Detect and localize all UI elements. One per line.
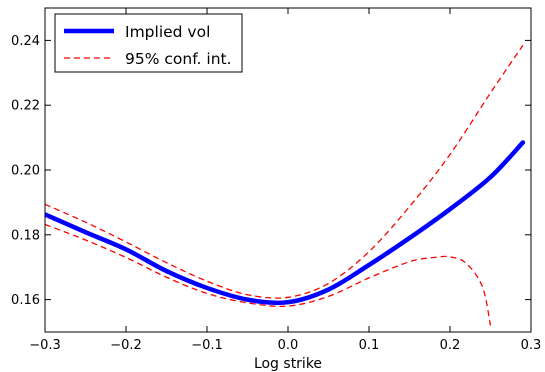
axis-ticks: −0.3 −0.2 −0.1 0.0 0.1 0.2 0.3 0.16 0.18 0.20 0.22… [11, 8, 541, 353]
series-line-conf-upper [45, 44, 524, 299]
y-tick-label: 0.18 [11, 228, 40, 243]
y-tick-label: 0.20 [11, 164, 40, 179]
y-tick-label: 0.24 [11, 34, 40, 49]
x-tick-label: 0.0 [278, 338, 299, 353]
x-axis-title: Log strike [254, 356, 322, 372]
x-tick-label: −0.2 [110, 338, 142, 353]
series-line-conf-lower [45, 223, 492, 326]
legend-label-conf-int: 95% conf. int. [125, 50, 232, 68]
x-tick-label: 0.2 [440, 338, 461, 353]
x-tick-label: 0.3 [521, 338, 542, 353]
x-tick-label: 0.1 [359, 338, 380, 353]
x-tick-label: −0.1 [191, 338, 223, 353]
plot-area [45, 44, 526, 326]
x-tick-label: −0.3 [29, 338, 61, 353]
legend-label-implied-vol: Implied vol [125, 23, 210, 41]
legend-box [54, 13, 243, 73]
series-line-implied-vol [45, 140, 526, 306]
y-tick-label: 0.16 [11, 293, 40, 308]
legend: Implied vol 95% conf. int. [54, 13, 243, 73]
y-tick-label: 0.22 [11, 99, 40, 114]
